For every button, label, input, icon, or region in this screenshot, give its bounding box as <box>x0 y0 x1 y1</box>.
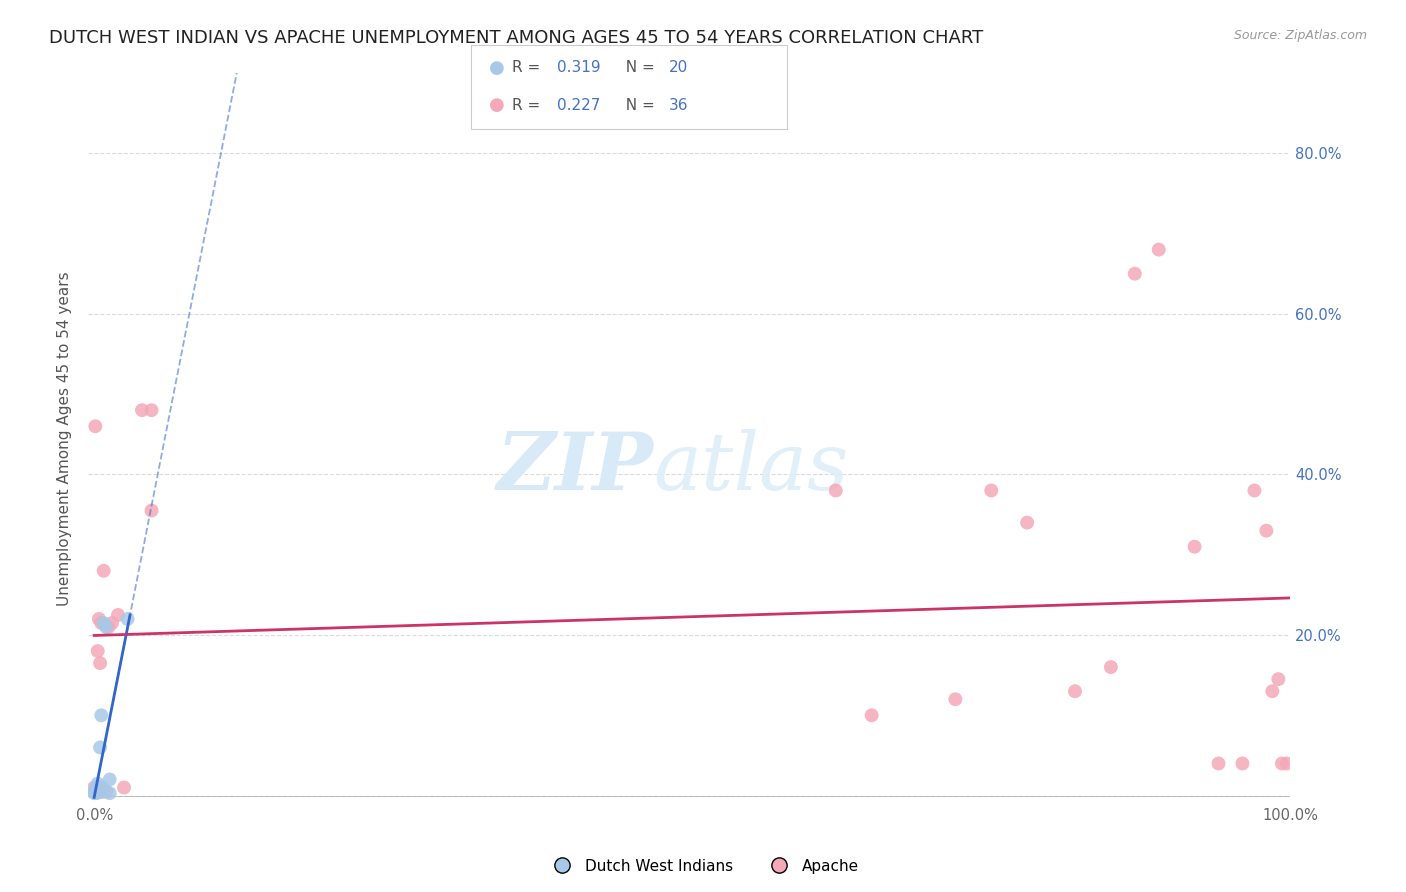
Point <box>1123 267 1146 281</box>
Point <box>87 612 110 626</box>
Text: ●: ● <box>489 59 505 77</box>
Point <box>91 784 114 798</box>
Point <box>1275 756 1298 771</box>
Text: R =: R = <box>512 98 546 112</box>
Point <box>112 780 135 795</box>
Point <box>93 615 115 630</box>
Point <box>1208 756 1230 771</box>
Point <box>101 615 124 630</box>
Point <box>86 780 108 795</box>
Point <box>117 612 139 626</box>
Point <box>141 403 163 417</box>
Point <box>87 780 110 795</box>
Point <box>94 620 117 634</box>
Text: ZIP: ZIP <box>496 429 654 507</box>
Point <box>1267 672 1289 686</box>
Point <box>90 708 112 723</box>
Text: atlas: atlas <box>654 429 849 507</box>
Point <box>1184 540 1206 554</box>
Point <box>141 503 163 517</box>
Point <box>1243 483 1265 498</box>
Point <box>86 786 108 800</box>
Point <box>91 780 114 795</box>
Point <box>89 784 111 798</box>
Y-axis label: Unemployment Among Ages 45 to 54 years: Unemployment Among Ages 45 to 54 years <box>58 271 72 606</box>
Point <box>97 620 120 634</box>
Point <box>89 656 111 670</box>
Text: N =: N = <box>616 61 659 75</box>
Point <box>91 784 114 798</box>
Point <box>1147 243 1170 257</box>
Point <box>1017 516 1039 530</box>
Point <box>980 483 1002 498</box>
Point <box>131 403 153 417</box>
Text: 36: 36 <box>669 98 689 112</box>
Point <box>87 784 110 798</box>
Point <box>824 483 846 498</box>
Point <box>83 784 105 798</box>
Text: Source: ZipAtlas.com: Source: ZipAtlas.com <box>1233 29 1367 42</box>
Point <box>860 708 883 723</box>
Text: ●: ● <box>489 96 505 114</box>
Point <box>90 615 112 630</box>
Point <box>98 786 121 800</box>
Text: R =: R = <box>512 61 546 75</box>
Point <box>89 740 111 755</box>
Text: 0.319: 0.319 <box>557 61 600 75</box>
Legend: Dutch West Indians, Apache: Dutch West Indians, Apache <box>541 853 865 880</box>
Point <box>1271 756 1294 771</box>
Point <box>98 772 121 787</box>
Point <box>1256 524 1278 538</box>
Text: DUTCH WEST INDIAN VS APACHE UNEMPLOYMENT AMONG AGES 45 TO 54 YEARS CORRELATION C: DUTCH WEST INDIAN VS APACHE UNEMPLOYMENT… <box>49 29 983 46</box>
Text: 20: 20 <box>669 61 689 75</box>
Point <box>89 784 111 798</box>
Point <box>1232 756 1254 771</box>
Point <box>94 784 117 798</box>
Text: N =: N = <box>616 98 659 112</box>
Point <box>107 607 129 622</box>
Point <box>943 692 966 706</box>
Point <box>1261 684 1284 698</box>
Point <box>87 644 110 658</box>
Point <box>89 780 111 795</box>
Text: 0.227: 0.227 <box>557 98 600 112</box>
Point <box>93 564 115 578</box>
Point <box>1099 660 1122 674</box>
Point <box>87 784 110 798</box>
Point <box>87 780 110 795</box>
Point <box>84 419 107 434</box>
Point <box>86 780 108 795</box>
Point <box>87 776 110 790</box>
Point <box>83 780 105 795</box>
Point <box>83 786 105 800</box>
Point <box>1064 684 1087 698</box>
